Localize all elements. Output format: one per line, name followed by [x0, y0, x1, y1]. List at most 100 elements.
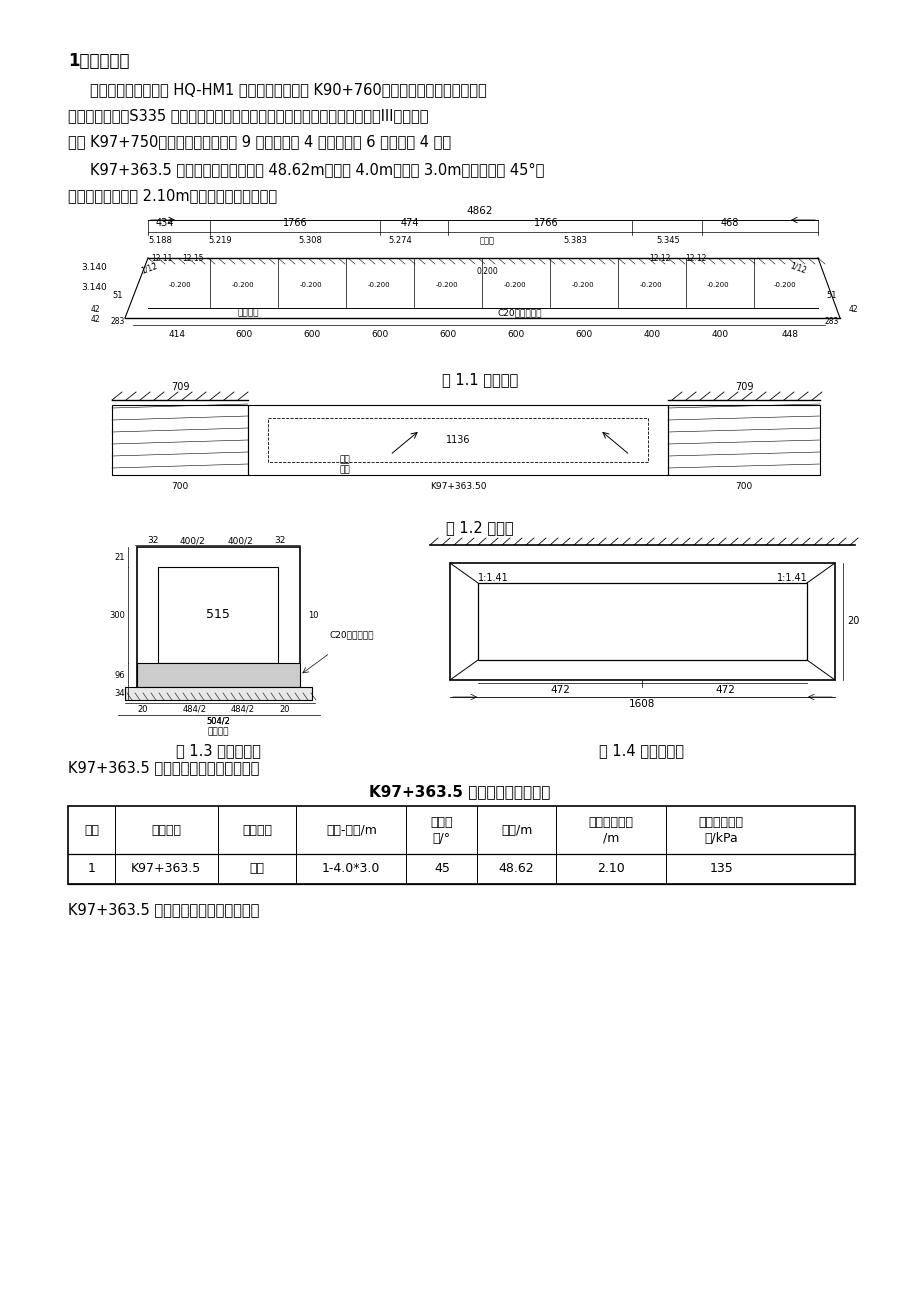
Text: 10: 10 [308, 611, 318, 620]
Text: 5.345: 5.345 [655, 236, 679, 245]
Text: 32: 32 [147, 536, 158, 546]
Text: 中心桩号: 中心桩号 [152, 823, 181, 836]
Text: 涵洞形式: 涵洞形式 [242, 823, 272, 836]
Text: 海安至启东高速公路 HQ-HM1 施工标段路线起自 K90+760，路线向东南方向布设，上: 海安至启东高速公路 HQ-HM1 施工标段路线起自 K90+760，路线向东南方… [90, 82, 486, 98]
Text: 1/12: 1/12 [140, 260, 159, 275]
Text: 1、工程概况: 1、工程概况 [68, 52, 130, 70]
Text: 300: 300 [109, 611, 125, 620]
Text: 515: 515 [206, 608, 230, 621]
Text: 468: 468 [720, 217, 738, 228]
Text: 长度/m: 长度/m [500, 823, 532, 836]
Text: 400/2: 400/2 [227, 536, 253, 546]
Text: 坡脚: 坡脚 [339, 465, 350, 474]
Text: 3.140: 3.140 [81, 284, 107, 293]
Text: K97+363.5 钢筋混凝土箱涵，涵长 48.62m，净宽 4.0m，净高 3.0m，斜交角度 45°，: K97+363.5 钢筋混凝土箱涵，涵长 48.62m，净宽 4.0m，净高 3… [90, 161, 544, 177]
Bar [158, 566, 278, 663]
Text: 96: 96 [114, 671, 125, 680]
Text: 600: 600 [439, 329, 456, 339]
Text: 472: 472 [550, 685, 569, 695]
Text: 42: 42 [847, 306, 857, 315]
Text: 图 1.3 洞身断面图: 图 1.3 洞身断面图 [176, 743, 260, 758]
Text: -0.200: -0.200 [503, 283, 526, 288]
Text: 路基: 路基 [339, 454, 350, 464]
Text: 283: 283 [110, 318, 125, 327]
Text: 400/2: 400/2 [179, 536, 205, 546]
Text: 400: 400 [710, 329, 728, 339]
Text: -0.200: -0.200 [436, 283, 458, 288]
Text: 5.219: 5.219 [208, 236, 232, 245]
Text: -0.200: -0.200 [168, 283, 191, 288]
Text: 600: 600 [371, 329, 388, 339]
Text: 1:1.41: 1:1.41 [776, 573, 807, 583]
Text: 20: 20 [846, 616, 858, 626]
Text: 0.200: 0.200 [476, 267, 497, 276]
Text: 42: 42 [90, 315, 99, 324]
Text: 地基容许承载: 地基容许承载 [698, 815, 743, 828]
Text: 1/12: 1/12 [789, 260, 807, 275]
Text: 20: 20 [279, 704, 289, 713]
Text: K97+363.5: K97+363.5 [131, 862, 201, 875]
Text: 4862: 4862 [466, 206, 493, 216]
Text: 42: 42 [90, 306, 99, 315]
Text: -0.200: -0.200 [571, 283, 594, 288]
Text: K97+363.50: K97+363.50 [429, 482, 486, 491]
Text: 图 1.2 平面图: 图 1.2 平面图 [446, 519, 513, 535]
Text: 1766: 1766 [282, 217, 307, 228]
Text: 砂砾垫层: 砂砾垫层 [237, 309, 258, 318]
Bar [478, 583, 806, 660]
Bar [137, 663, 300, 687]
Text: 图 1.1 纵断面图: 图 1.1 纵断面图 [441, 372, 517, 387]
Text: 12.12: 12.12 [649, 254, 670, 263]
Text: -0.200: -0.200 [706, 283, 729, 288]
Text: C20垫层混凝土: C20垫层混凝土 [497, 309, 541, 318]
Text: /m: /m [602, 832, 618, 845]
Text: 20: 20 [138, 704, 148, 713]
Text: 1766: 1766 [533, 217, 558, 228]
Text: 孔数-孔径/m: 孔数-孔径/m [325, 823, 377, 836]
Text: 474: 474 [401, 217, 419, 228]
Text: 600: 600 [303, 329, 321, 339]
Text: 700: 700 [171, 482, 188, 491]
Text: 448: 448 [780, 329, 798, 339]
Text: -0.200: -0.200 [232, 283, 254, 288]
Bar [449, 562, 834, 680]
Text: 5.188: 5.188 [148, 236, 172, 245]
Text: 涵顶平均填土高度 2.10m，具体结构断面如下。: 涵顶平均填土高度 2.10m，具体结构断面如下。 [68, 187, 277, 203]
Text: 力/kPa: 力/kPa [704, 832, 737, 845]
Text: 504/2: 504/2 [206, 717, 230, 727]
Text: 5.383: 5.383 [562, 236, 586, 245]
Text: 弧形槽: 弧形槽 [479, 236, 494, 245]
Text: 484/2: 484/2 [183, 704, 207, 713]
Text: 12.15: 12.15 [182, 254, 203, 263]
Text: 涵顶填土高度: 涵顶填土高度 [588, 815, 633, 828]
Text: 484/2: 484/2 [231, 704, 255, 713]
Text: 21: 21 [114, 552, 125, 561]
Text: 12.12: 12.12 [685, 254, 706, 263]
Text: 5.274: 5.274 [388, 236, 412, 245]
Text: 序号: 序号 [84, 823, 99, 836]
Text: 度/°: 度/° [432, 832, 450, 845]
Text: 45: 45 [434, 862, 449, 875]
Text: 3.140: 3.140 [81, 263, 107, 272]
Text: 700: 700 [734, 482, 752, 491]
Text: 709: 709 [734, 381, 753, 392]
Text: 1:1.41: 1:1.41 [477, 573, 508, 583]
Text: 图 1.4 洞口立面图: 图 1.4 洞口立面图 [599, 743, 684, 758]
Text: 砂砾垫层: 砂砾垫层 [207, 727, 229, 736]
Text: 504/2: 504/2 [206, 717, 230, 727]
Text: 414: 414 [168, 329, 186, 339]
Text: -0.200: -0.200 [773, 283, 796, 288]
Text: 283: 283 [824, 318, 838, 327]
Text: -0.200: -0.200 [368, 283, 390, 288]
Text: 跨临海连接线、S335 省道、老通吕公路、运北河（等外）、通吕运河（规划III级），终: 跨临海连接线、S335 省道、老通吕公路、运北河（等外）、通吕运河（规划III级… [68, 108, 428, 122]
Text: 1608: 1608 [628, 699, 654, 710]
Text: 1: 1 [87, 862, 96, 875]
Text: 32: 32 [274, 536, 286, 546]
Text: 600: 600 [506, 329, 524, 339]
Text: 51: 51 [826, 290, 836, 299]
Text: -0.200: -0.200 [639, 283, 662, 288]
Bar [68, 806, 854, 884]
Text: 600: 600 [574, 329, 592, 339]
Text: 1136: 1136 [446, 435, 470, 445]
Text: 5.308: 5.308 [298, 236, 322, 245]
